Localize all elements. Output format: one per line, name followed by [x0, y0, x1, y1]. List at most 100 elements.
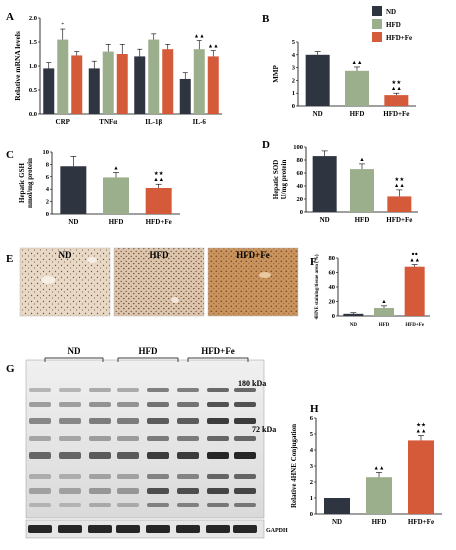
blot-band: [147, 452, 169, 459]
bar-h: [408, 440, 434, 514]
bar-a: [102, 51, 114, 114]
blot-band: [29, 452, 51, 459]
bar-f: [343, 313, 364, 316]
y-tick-label-c: 2: [46, 199, 49, 206]
y-tick-label-d: 100: [293, 144, 303, 151]
chart-a: 0.0 0.5 1.0 1.5 2.0 Relative mRNA levels CRP * T…: [13, 15, 222, 126]
bar-a: [116, 54, 128, 114]
y-tick-label-a: 0.5: [29, 87, 38, 94]
panel-label-f: F: [310, 256, 317, 268]
blot-band: [147, 436, 169, 441]
chart-h: 0 1 2 3 4 5 6 Relative 4HNE Conjugation ND ▲▲ HFD ▲…: [290, 415, 442, 526]
bar-b: [384, 95, 409, 106]
histology-image-hfdfe: [207, 247, 299, 317]
vessel-lumen: [41, 276, 55, 284]
blot-band: [147, 488, 169, 494]
blot-band: [234, 488, 256, 494]
significance-marker-d: ★★: [394, 176, 404, 183]
significance-marker-c: ▲: [113, 165, 118, 171]
bar-d: [350, 169, 374, 212]
significance-marker-h: ▲▲: [374, 465, 385, 471]
significance-marker-h: ▲▲: [416, 429, 427, 435]
histology-label-hfdfe: HFD+Fe: [236, 250, 270, 260]
blot-band: [59, 388, 81, 392]
blot-band: [234, 402, 256, 407]
blot-band: [59, 436, 81, 441]
y-tick-label-b: 2: [292, 77, 295, 84]
blot-group-label-hfd: HFD: [139, 346, 158, 356]
histology-label-nd: ND: [59, 250, 72, 260]
histology-label-hfd: HFD: [150, 250, 169, 260]
blot-band: [177, 436, 199, 441]
significance-marker-a: *: [61, 22, 64, 28]
blot-band: [89, 388, 111, 392]
blot-band: [59, 488, 81, 494]
x-tick-label-a: IL-1β: [145, 118, 162, 126]
gapdh-band: [233, 525, 257, 533]
gapdh-band: [88, 525, 112, 533]
x-tick-label-f: ND: [350, 323, 358, 328]
blot-band: [207, 418, 229, 424]
group-bracket-hfd: [117, 357, 179, 362]
significance-marker-c: ▲▲: [153, 177, 164, 183]
legend-swatch-hfd: [372, 19, 382, 29]
bar-a: [43, 68, 55, 114]
blot-band: [89, 503, 111, 507]
bar-f: [404, 266, 425, 316]
x-tick-label-c: ND: [68, 218, 78, 226]
y-axis-label-f: 4HNE staining/tissue area (%): [315, 254, 320, 319]
significance-marker-f: ▲: [381, 299, 386, 305]
blot-band: [234, 452, 256, 459]
blot-band: [59, 402, 81, 407]
panel-label-d: D: [262, 139, 270, 151]
gapdh-band: [206, 525, 230, 533]
y-axis-label-a: Relative mRNA levels: [13, 31, 22, 101]
x-tick-label-d: HFD: [355, 216, 370, 224]
vessel-lumen: [87, 257, 97, 263]
gapdh-band: [58, 525, 82, 533]
bar-b: [305, 54, 330, 106]
blot-band: [117, 402, 139, 407]
x-tick-label-f: HFD: [379, 323, 390, 328]
y-tick-label-h: 3: [310, 463, 314, 470]
y-tick-label-b: 1: [292, 90, 295, 97]
y-tick-label-f: 60: [329, 270, 336, 277]
panel-label-b: B: [262, 13, 270, 25]
significance-marker-b: ▲▲: [391, 86, 402, 92]
bar-c: [60, 166, 87, 214]
y-axis-label-c: Hepatic GSH: [18, 163, 26, 203]
legend: ND HFD HFD+Fe: [372, 6, 412, 42]
bar-d: [387, 196, 412, 212]
bar-a: [134, 56, 146, 114]
y-tick-label-b: 0: [292, 103, 295, 110]
y-tick-label-c: 8: [46, 161, 50, 168]
blot-band: [89, 436, 111, 441]
gapdh-membrane: [25, 519, 265, 539]
y-tick-label-h: 2: [310, 479, 313, 486]
y-axis-label-b: MMP: [272, 65, 280, 83]
blot-band: [234, 503, 256, 507]
legend-label-hfd: HFD: [386, 21, 401, 29]
significance-marker-d: ▲: [359, 157, 364, 163]
blot-band: [89, 474, 111, 479]
blot-band: [207, 488, 229, 494]
blot-band: [147, 503, 169, 507]
blot-group-label-nd: ND: [68, 346, 81, 356]
y-tick-label-h: 1: [310, 495, 313, 502]
chart-f: 0 20 40 60 80 4HNE staining/tissue area (%) ND…: [315, 252, 430, 328]
blot-band: [177, 452, 199, 459]
bar-d: [312, 156, 337, 212]
y-tick-label-a: 1.5: [29, 39, 38, 46]
blot-band: [29, 503, 51, 507]
y-tick-label-a: 0.0: [29, 111, 37, 118]
blot-band: [207, 388, 229, 392]
significance-marker-a: ▲▲: [194, 34, 205, 40]
histology-image-hfd: [113, 247, 205, 317]
bar-c: [103, 177, 129, 214]
blot-band: [177, 503, 199, 507]
marker-180-kda: 180 kDa: [238, 379, 266, 388]
blot-band: [177, 418, 199, 424]
y-tick-label-c: 6: [46, 174, 50, 181]
blot-band: [117, 488, 139, 494]
